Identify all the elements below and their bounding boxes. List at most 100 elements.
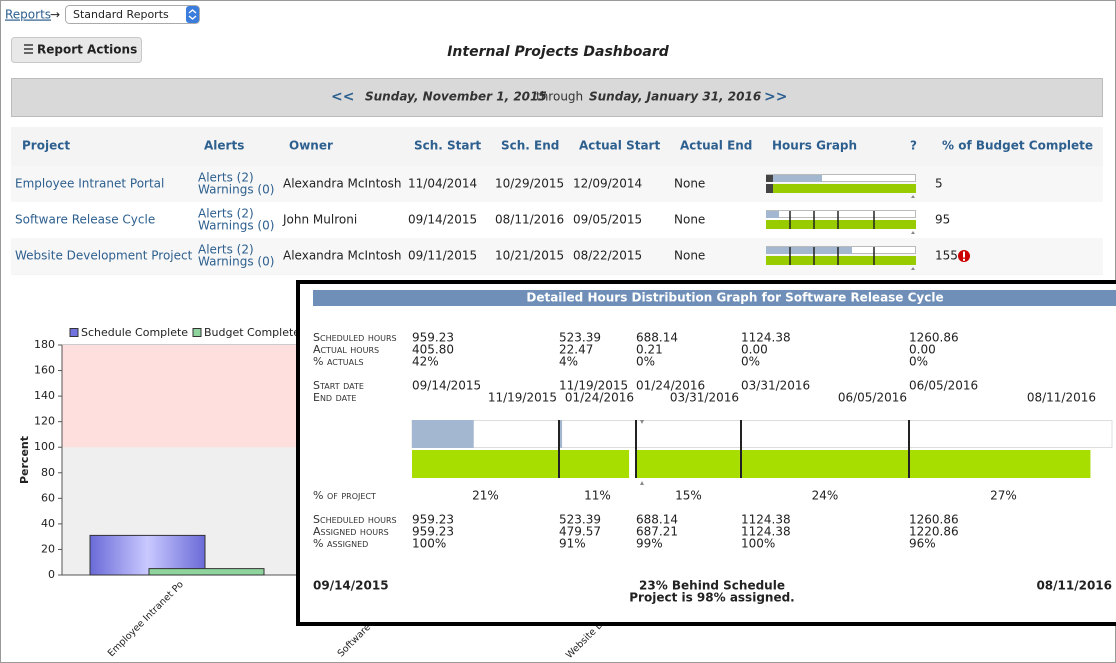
alerts-link[interactable]: Alerts (2)	[198, 171, 254, 185]
pct-project: 21%	[472, 489, 499, 503]
column-header: Hours Graph	[772, 139, 857, 153]
assigned-hours: 959.23	[412, 525, 454, 539]
y-tick-label: 100	[34, 440, 55, 453]
y-tick-label: 60	[41, 491, 55, 504]
prev-button[interactable]: <<	[331, 89, 354, 105]
y-tick-label: 180	[34, 338, 55, 351]
hours-mini-start	[766, 184, 773, 193]
row-label: % actuals	[313, 355, 364, 368]
y-axis-label: Percent	[18, 436, 31, 484]
hours-mini-track	[766, 210, 916, 218]
table-cell: 11/04/2014	[408, 177, 477, 191]
table-row	[11, 202, 1103, 238]
table-cell: Alexandra McIntosh	[283, 177, 402, 191]
row-label: Scheduled hours	[313, 331, 397, 344]
actual-hours: 405.80	[412, 343, 454, 357]
column-header: ?	[910, 139, 917, 153]
pct-actuals: 42%	[412, 355, 439, 369]
end-date: 06/05/2016	[838, 391, 907, 405]
report-actions-button[interactable]	[11, 37, 142, 63]
assigned-hours: 1220.86	[909, 525, 959, 539]
dashboard-title: Internal Projects Dashboard	[447, 44, 670, 60]
column-header: Sch. Start	[414, 139, 481, 153]
pct-project: 27%	[990, 489, 1017, 503]
scheduled-hours: 1260.86	[909, 331, 959, 345]
bar	[148, 568, 265, 576]
row-label: % assigned	[313, 537, 368, 550]
footer-assigned: Project is 98% assigned.	[629, 591, 795, 605]
hours-mini-actual	[766, 175, 822, 182]
report-select[interactable]	[65, 5, 200, 24]
end-date: 11/19/2015	[488, 391, 557, 405]
hours-mini-today	[911, 267, 915, 270]
row-label: Scheduled hours	[313, 513, 397, 526]
row-label: End date	[313, 391, 356, 404]
pct-assigned: 100%	[741, 537, 775, 551]
footer-status: 23% Behind Schedule	[639, 579, 785, 593]
detail-title: Detailed Hours Distribution Graph for So…	[526, 291, 943, 305]
hours-mini-today	[911, 195, 915, 198]
table-cell: 12/09/2014	[573, 177, 642, 191]
breadcrumb-arrow: →	[50, 8, 60, 22]
y-tick-label: 40	[41, 517, 55, 530]
warnings-link[interactable]: Warnings (0)	[198, 255, 274, 269]
start-date: 01/24/2016	[636, 379, 705, 393]
alerts-link[interactable]: Alerts (2)	[198, 207, 254, 221]
actual-hours: 0.00	[909, 343, 936, 357]
table-cell: John Mulroni	[282, 213, 357, 227]
column-header: Project	[22, 139, 70, 153]
select-arrow-icon	[188, 9, 197, 20]
table-cell: None	[674, 249, 705, 263]
table-cell: 09/05/2015	[573, 213, 642, 227]
next-button[interactable]: >>	[764, 89, 787, 105]
y-tick-label: 120	[34, 415, 55, 428]
over-budget-icon-dot	[963, 258, 965, 261]
over-budget-icon-bar	[963, 251, 965, 258]
actual-hours: 0.00	[741, 343, 768, 357]
footer-end: 08/11/2016	[1036, 579, 1112, 593]
project-link[interactable]: Website Development Project	[15, 249, 193, 263]
pct-assigned: 91%	[559, 537, 586, 551]
table-cell: None	[674, 177, 705, 191]
warnings-link[interactable]: Warnings (0)	[198, 219, 274, 233]
pct-actuals: 4%	[559, 355, 578, 369]
table-cell: 08/22/2015	[573, 249, 642, 263]
table-cell: 5	[935, 177, 943, 191]
row-label: Start date	[313, 379, 364, 392]
scheduled-hours: 1260.86	[909, 513, 959, 527]
end-date: 01/24/2016	[565, 391, 634, 405]
pct-project: 24%	[812, 489, 839, 503]
date-through: through	[536, 90, 583, 104]
end-date: 08/11/2016	[1027, 391, 1096, 405]
column-header: Alerts	[204, 139, 244, 153]
y-tick-label: 160	[34, 364, 55, 377]
hours-mini-start	[766, 220, 773, 229]
pct-assigned: 99%	[636, 537, 663, 551]
pct-actuals: 0%	[909, 355, 928, 369]
table-cell: 09/14/2015	[408, 213, 477, 227]
scheduled-hours: 959.23	[412, 331, 454, 345]
hours-mini-marker	[766, 175, 773, 182]
start-date: 03/31/2016	[741, 379, 810, 393]
pct-project: 11%	[584, 489, 611, 503]
assigned-bar	[909, 450, 1091, 478]
scheduled-hours: 688.14	[636, 331, 678, 345]
y-tick-label: 140	[34, 389, 55, 402]
warnings-link[interactable]: Warnings (0)	[198, 183, 274, 197]
breadcrumb-link[interactable]: Reports	[5, 8, 51, 22]
table-cell: 10/29/2015	[495, 177, 564, 191]
start-date: 06/05/2016	[909, 379, 978, 393]
project-link[interactable]: Employee Intranet Portal	[15, 177, 164, 191]
hours-mini-actual	[766, 211, 779, 218]
project-link[interactable]: Software Release Cycle	[15, 213, 155, 227]
column-header: Owner	[289, 139, 333, 153]
table-row	[11, 166, 1103, 202]
alerts-link[interactable]: Alerts (2)	[198, 243, 254, 257]
y-tick-label: 20	[41, 542, 55, 555]
legend-swatch	[69, 328, 79, 337]
pct-project: 15%	[675, 489, 702, 503]
scheduled-hours: 1124.38	[741, 331, 791, 345]
assigned-bar	[636, 450, 740, 478]
actual-bar	[559, 420, 563, 448]
